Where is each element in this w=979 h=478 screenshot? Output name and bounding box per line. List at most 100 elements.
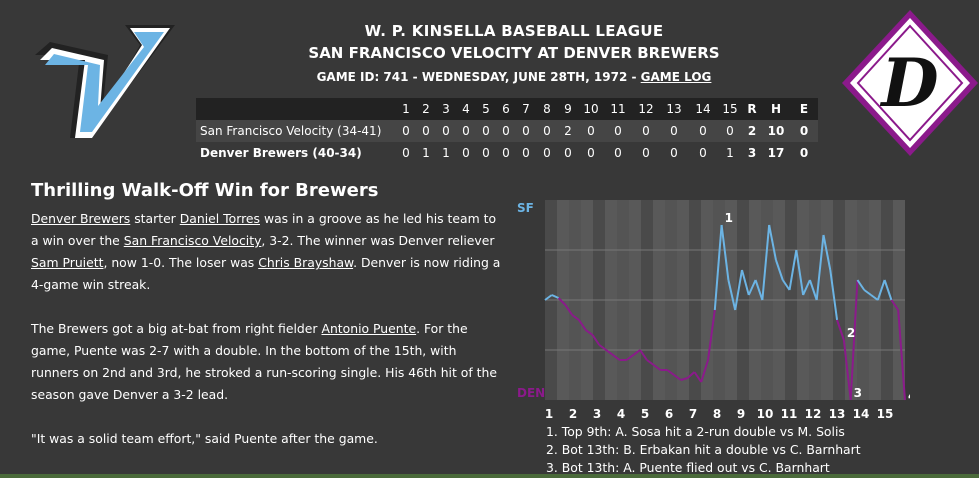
matchup-title: SAN FRANCISCO VELOCITY AT DENVER BREWERS bbox=[308, 44, 720, 62]
inning-tick-label: 7 bbox=[689, 407, 697, 421]
wp-line-segment bbox=[639, 349, 648, 361]
story-paragraph-1: Denver Brewers starter Daniel Torres was… bbox=[31, 208, 505, 296]
wp-line-segment bbox=[890, 299, 900, 311]
game-info-text: GAME ID: 741 - WEDNESDAY, JUNE 28TH, 197… bbox=[316, 70, 641, 84]
wp-line-segment bbox=[625, 354, 634, 361]
home-team-name[interactable]: Denver Brewers (40-34) bbox=[200, 146, 362, 160]
away-inning-runs: 0 bbox=[543, 124, 551, 138]
inning-header: 11 bbox=[610, 102, 626, 116]
wp-line-segment bbox=[815, 234, 825, 301]
away-team-name[interactable]: San Francisco Velocity (34-41) bbox=[200, 124, 382, 138]
wp-line-segment bbox=[774, 259, 784, 281]
play-notes: 1. Top 9th: A. Sosa hit a 2-run double v… bbox=[546, 423, 861, 477]
home-inning-runs: 1 bbox=[442, 146, 450, 160]
inning-header: 15 bbox=[722, 102, 738, 116]
story-link[interactable]: Daniel Torres bbox=[179, 211, 260, 226]
win-probability-chart: SFDEN1234567891011121314151234 bbox=[517, 200, 910, 421]
inning-header: 6 bbox=[502, 102, 510, 116]
story-link[interactable]: Sam Pruiett bbox=[31, 255, 104, 270]
wp-line-segment bbox=[551, 294, 559, 299]
wp-line-segment bbox=[754, 279, 764, 301]
story-text: starter bbox=[130, 211, 180, 226]
wp-line-segment bbox=[768, 224, 777, 261]
home-inning-runs: 0 bbox=[699, 146, 707, 160]
home-inning-runs: 1 bbox=[726, 146, 734, 160]
home-inning-runs: 0 bbox=[587, 146, 595, 160]
wp-line-segment bbox=[849, 279, 859, 401]
annotation-label: 4 bbox=[908, 389, 910, 403]
wp-line-segment bbox=[612, 354, 621, 361]
away-team-logo bbox=[35, 25, 175, 138]
away-inning-runs: 0 bbox=[402, 124, 410, 138]
story-headline: Thrilling Walk-Off Win for Brewers bbox=[31, 180, 379, 201]
play-note: 1. Top 9th: A. Sosa hit a 2-run double v… bbox=[546, 424, 845, 439]
team-header bbox=[196, 98, 396, 120]
play-note: 2. Bot 13th: B. Erbakan hit a double vs … bbox=[546, 442, 861, 457]
wp-line-segment bbox=[557, 297, 567, 306]
inning-tick-label: 6 bbox=[665, 407, 673, 421]
wp-line-segment bbox=[578, 319, 587, 331]
inning-tick-label: 4 bbox=[617, 407, 625, 421]
wp-line-segment bbox=[808, 279, 818, 301]
wp-line-segment bbox=[795, 249, 805, 296]
wp-line-segment bbox=[591, 334, 601, 346]
wp-line-segment bbox=[564, 304, 573, 316]
wp-line-segment bbox=[727, 279, 737, 311]
story-paragraph-3: "It was a solid team effort," said Puent… bbox=[31, 428, 505, 450]
inning-header: 8 bbox=[543, 102, 551, 116]
wp-line-segment bbox=[686, 371, 696, 379]
away-inning-runs: 0 bbox=[502, 124, 510, 138]
game-story: Denver Brewers starter Daniel Torres was… bbox=[31, 208, 505, 472]
wp-line-segment bbox=[897, 309, 906, 401]
inning-tick-label: 2 bbox=[569, 407, 577, 421]
away-inning-runs: 0 bbox=[670, 124, 678, 138]
wp-line-segment bbox=[734, 269, 743, 311]
story-text: , now 1-0. The loser was bbox=[103, 255, 259, 270]
play-note: 3. Bot 13th: A. Puente flied out vs C. B… bbox=[546, 460, 830, 475]
wp-line-segment bbox=[720, 224, 730, 281]
inning-tick-label: 11 bbox=[781, 407, 798, 421]
annotation-label: 2 bbox=[847, 326, 855, 340]
wp-line-segment bbox=[781, 279, 791, 291]
totals-header: R bbox=[747, 102, 757, 116]
story-paragraph-2: The Brewers got a big at-bat from right … bbox=[31, 318, 505, 406]
game-log-link[interactable]: GAME LOG bbox=[640, 70, 712, 84]
story-link[interactable]: San Francisco Velocity bbox=[123, 233, 262, 248]
wp-line-segment bbox=[788, 249, 798, 291]
wp-line-segment bbox=[646, 359, 655, 366]
wp-line-segment bbox=[585, 329, 594, 336]
home-team-logo: D bbox=[842, 10, 978, 156]
inning-header: 14 bbox=[695, 102, 711, 116]
home-total: 0 bbox=[799, 146, 809, 160]
away-inning-runs: 0 bbox=[442, 124, 450, 138]
inning-header: 12 bbox=[638, 102, 654, 116]
inning-header: 1 bbox=[402, 102, 410, 116]
inning-header: 9 bbox=[564, 102, 572, 116]
inning-header: 13 bbox=[666, 102, 682, 116]
footer-strip bbox=[0, 474, 979, 478]
away-total: 0 bbox=[799, 124, 809, 138]
home-total: 17 bbox=[767, 146, 785, 160]
story-link[interactable]: Antonio Puente bbox=[321, 321, 417, 336]
home-inning-runs: 0 bbox=[614, 146, 622, 160]
story-link[interactable]: Denver Brewers bbox=[31, 211, 131, 226]
svg-text:D: D bbox=[879, 44, 938, 122]
home-inning-runs: 1 bbox=[422, 146, 430, 160]
inning-header: 7 bbox=[522, 102, 530, 116]
wp-line-segment bbox=[747, 279, 757, 296]
away-inning-runs: 0 bbox=[422, 124, 430, 138]
story-link[interactable]: Chris Brayshaw bbox=[258, 255, 354, 270]
away-inning-runs: 0 bbox=[726, 124, 734, 138]
away-side-label: SF bbox=[517, 201, 534, 215]
home-inning-runs: 0 bbox=[543, 146, 551, 160]
inning-tick-label: 15 bbox=[877, 407, 894, 421]
away-inning-runs: 0 bbox=[587, 124, 595, 138]
home-total: 3 bbox=[747, 146, 757, 160]
wp-line-segment bbox=[876, 279, 886, 301]
story-text: . For the game, Puente was 2-7 with a do… bbox=[31, 321, 498, 402]
wp-line-segment bbox=[802, 279, 811, 296]
annotation-label: 1 bbox=[725, 211, 733, 225]
